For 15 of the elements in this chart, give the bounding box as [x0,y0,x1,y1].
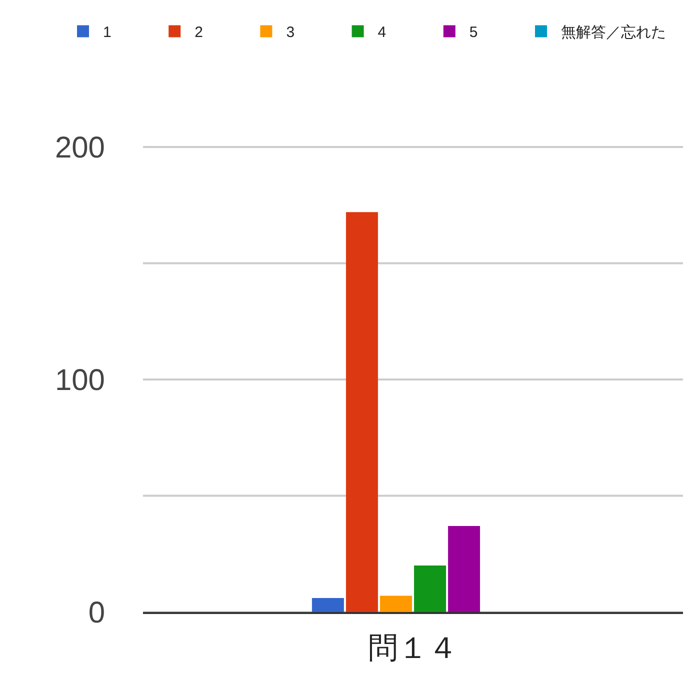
bar [448,526,480,612]
y-tick-label: 0 [88,596,105,630]
legend-label: 4 [378,24,386,42]
legend-label: 無解答／忘れた [561,24,666,42]
bar [380,596,412,612]
bar [414,566,446,612]
legend-label: 5 [469,24,478,42]
legend-label: 2 [194,24,203,42]
bar [346,212,378,612]
y-tick-label: 200 [54,132,105,164]
legend-label: 3 [286,24,295,42]
y-tick-label: 100 [54,364,105,397]
bar [312,598,344,612]
x-tick-label: 問１４ [368,632,458,665]
legend-label: 1 [103,24,112,42]
